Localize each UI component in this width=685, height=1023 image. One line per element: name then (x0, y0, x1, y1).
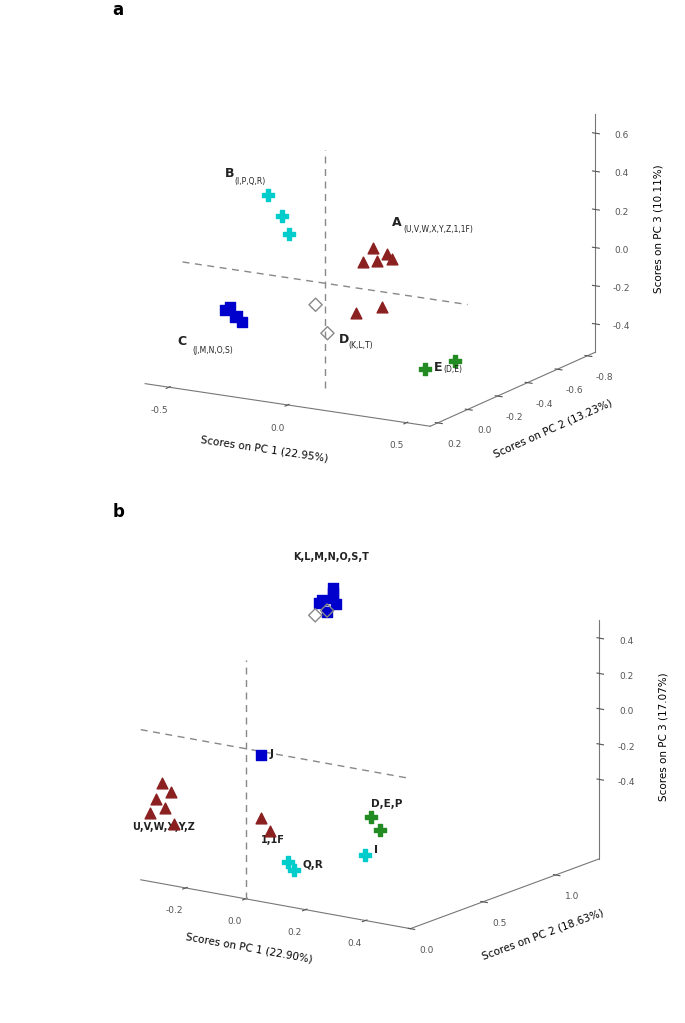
Y-axis label: Scores on PC 2 (18.63%): Scores on PC 2 (18.63%) (481, 907, 605, 962)
Text: a: a (112, 1, 123, 19)
Text: b: b (112, 502, 124, 521)
X-axis label: Scores on PC 1 (22.95%): Scores on PC 1 (22.95%) (200, 435, 329, 463)
X-axis label: Scores on PC 1 (22.90%): Scores on PC 1 (22.90%) (185, 931, 313, 964)
Y-axis label: Scores on PC 2 (13.23%): Scores on PC 2 (13.23%) (492, 398, 613, 459)
